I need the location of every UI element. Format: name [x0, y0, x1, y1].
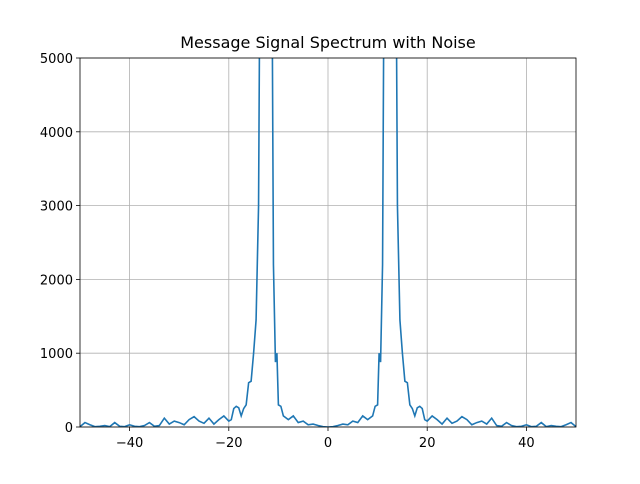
y-tick-label: 0 [65, 421, 73, 436]
y-tick-label: 1000 [40, 347, 73, 362]
x-tick-label: 20 [419, 436, 436, 451]
y-tick-label: 2000 [40, 273, 73, 288]
y-tick-label: 3000 [40, 200, 73, 215]
plot-frame [79, 57, 577, 428]
x-tick-label: −40 [116, 436, 143, 451]
x-tick-label: 40 [518, 436, 535, 451]
line [80, 58, 576, 427]
x-tick-label: 0 [324, 436, 332, 451]
y-tick-label: 4000 [40, 126, 73, 141]
chart-title: Message Signal Spectrum with Noise [180, 33, 475, 52]
y-tick-label: 5000 [40, 52, 73, 67]
x-tick-label: −20 [215, 436, 242, 451]
